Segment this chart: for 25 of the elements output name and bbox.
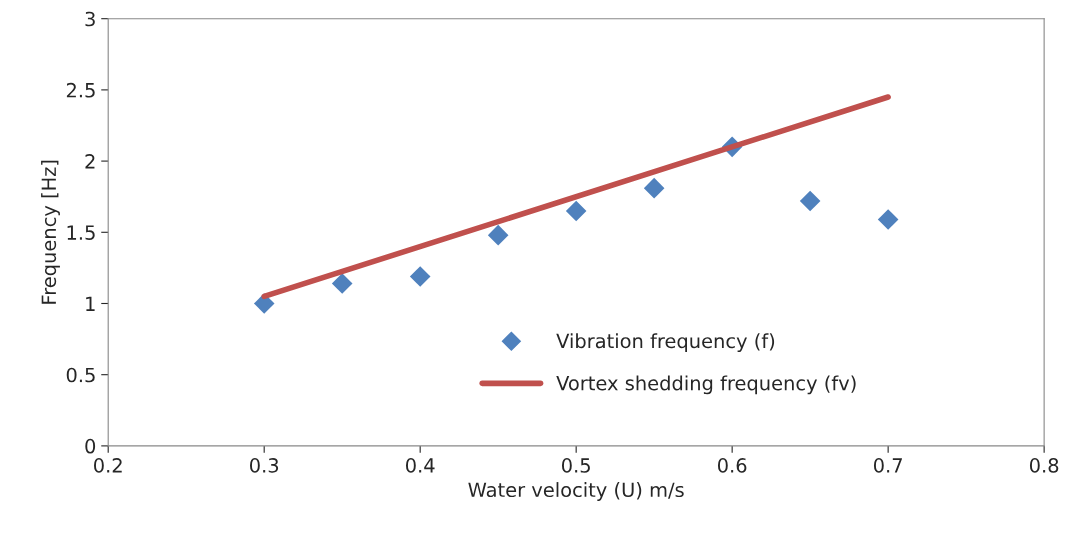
point bbox=[409, 266, 431, 287]
point bbox=[799, 190, 821, 212]
y-tick-label: 0.5 bbox=[66, 367, 95, 383]
x-tick-label: 0.2 bbox=[94, 458, 122, 473]
y-tick-label: 0 bbox=[85, 438, 96, 454]
x-tick-label: 0.3 bbox=[250, 458, 279, 473]
point bbox=[487, 224, 509, 246]
x-tick-label: 0.4 bbox=[406, 458, 435, 473]
y-tick-label: 1 bbox=[86, 296, 95, 311]
x-tick-label: 0.7 bbox=[873, 458, 902, 473]
point bbox=[643, 177, 665, 199]
point bbox=[331, 273, 353, 294]
point bbox=[877, 209, 899, 230]
x-tick-label: 0.8 bbox=[1029, 458, 1059, 473]
point bbox=[565, 200, 587, 222]
x-tick-label: 0.6 bbox=[717, 458, 747, 473]
x-tick-label: 0.5 bbox=[561, 458, 590, 473]
legend-label: Vortex shedding frequency (fv) bbox=[556, 375, 856, 395]
legend-label: Vibration frequency (f) bbox=[556, 333, 775, 353]
y-tick-label: 2 bbox=[85, 154, 95, 169]
y-tick-label: 3 bbox=[85, 11, 95, 27]
y-tick-label: 2.5 bbox=[66, 82, 95, 98]
y-tick-label: 1.5 bbox=[67, 225, 95, 240]
x-axis-title: Water velocity (U) m/s bbox=[468, 482, 684, 501]
y-axis-title: Frequency [Hz] bbox=[41, 160, 60, 304]
